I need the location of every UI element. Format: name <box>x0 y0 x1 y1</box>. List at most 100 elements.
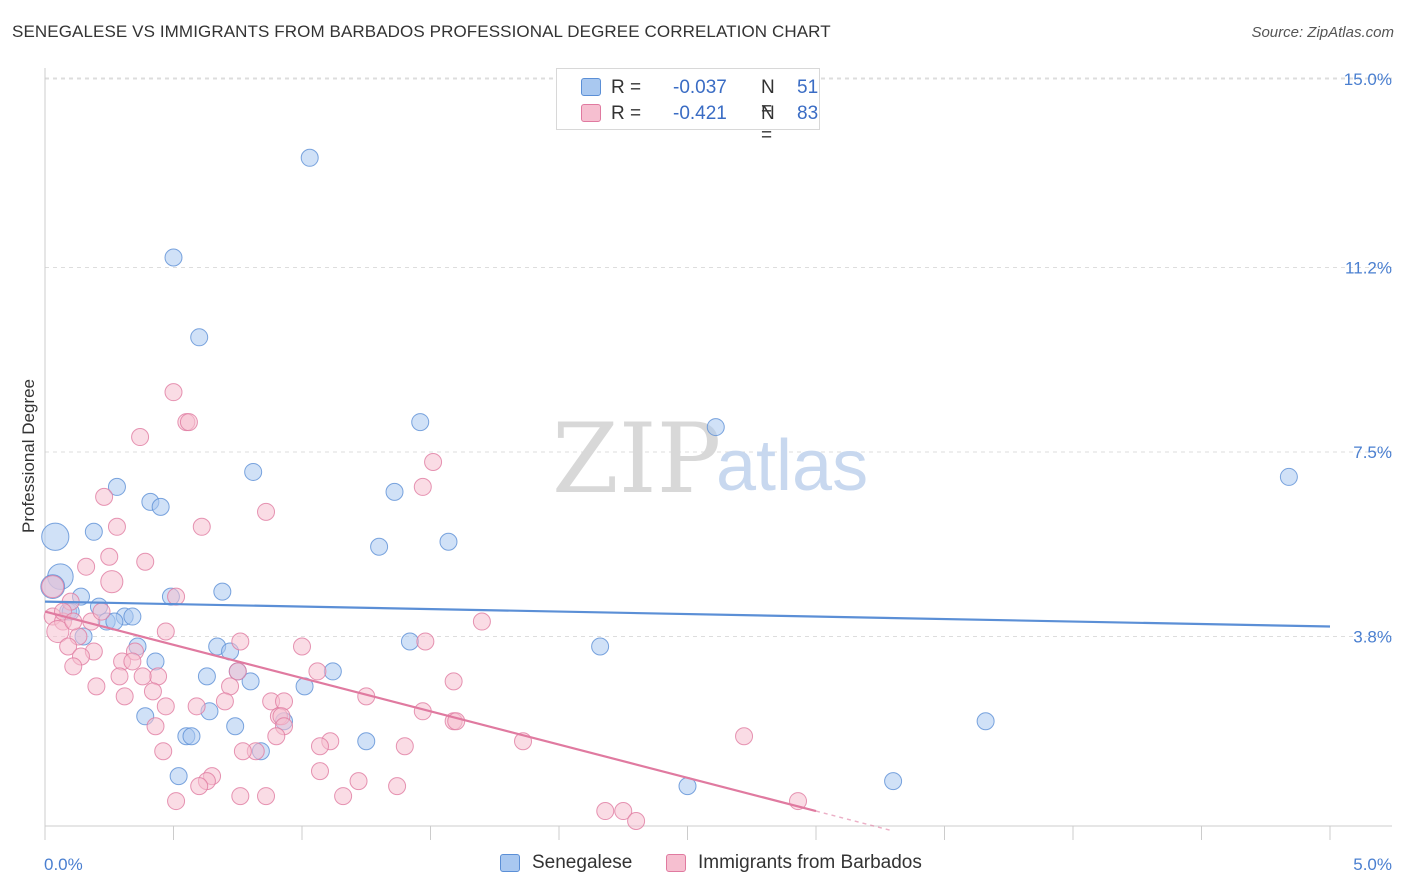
point-barbados <box>257 787 276 806</box>
y-tick-label: 15.0% <box>1344 70 1392 89</box>
point-barbados <box>115 687 134 706</box>
point-barbados <box>231 632 250 651</box>
series-label-senegalese: Senegalese <box>532 852 633 873</box>
point-barbados <box>614 802 633 821</box>
point-senegalese <box>1279 467 1298 486</box>
point-barbados <box>187 697 206 716</box>
source-credit: Source: ZipAtlas.com <box>1251 24 1394 41</box>
point-barbados <box>143 682 162 701</box>
point-barbados <box>308 662 327 681</box>
point-barbados <box>131 428 150 447</box>
point-barbados <box>395 737 414 756</box>
legend-n-label: N = <box>761 77 775 120</box>
legend-swatch-barbados <box>581 104 601 122</box>
trend-lines <box>44 600 1331 832</box>
point-barbados <box>100 547 119 566</box>
y-tick-label: 7.5% <box>1353 443 1392 462</box>
tick-labels: 3.8% 7.5% 11.2% 15.0% 0.0% 5.0% <box>44 70 1392 874</box>
point-senegalese <box>591 637 610 656</box>
watermark-atlas: atlas <box>716 426 868 506</box>
point-senegalese <box>213 582 232 601</box>
point-senegalese <box>84 522 103 541</box>
legend-n-value: 83 <box>797 103 819 124</box>
point-barbados <box>41 575 65 599</box>
legend-r-label: R = <box>611 77 642 98</box>
point-barbados <box>100 570 124 594</box>
data-points <box>40 148 1298 831</box>
point-barbados <box>215 692 234 711</box>
point-senegalese <box>706 418 725 437</box>
point-barbados <box>136 552 155 571</box>
point-senegalese <box>182 727 201 746</box>
chart-title: SENEGALESE VS IMMIGRANTS FROM BARBADOS P… <box>12 22 831 41</box>
point-barbados <box>192 517 211 536</box>
point-barbados <box>190 777 209 796</box>
point-barbados <box>92 602 111 621</box>
point-barbados <box>228 662 247 681</box>
point-barbados <box>146 717 165 736</box>
point-barbados <box>349 772 368 791</box>
point-barbados <box>156 622 175 641</box>
point-barbados <box>77 557 96 576</box>
point-barbados <box>257 502 276 521</box>
y-tick-label: 11.2% <box>1345 258 1392 277</box>
point-barbados <box>310 737 329 756</box>
series-swatch-senegalese <box>500 854 520 872</box>
point-barbados <box>596 802 615 821</box>
point-senegalese <box>151 497 170 516</box>
point-senegalese <box>976 712 995 731</box>
legend-r-label: R = <box>611 103 642 124</box>
point-barbados <box>133 667 152 686</box>
point-barbados <box>179 413 198 432</box>
x-tick-label: 5.0% <box>1353 855 1392 874</box>
point-barbados <box>149 667 168 686</box>
point-senegalese <box>357 732 376 751</box>
point-senegalese <box>385 482 404 501</box>
point-barbados <box>472 612 491 631</box>
trend-line-senegalese <box>44 600 1331 628</box>
axes <box>44 68 1392 840</box>
legend-swatch-senegalese <box>581 78 601 96</box>
point-barbados <box>388 777 407 796</box>
point-barbados <box>627 812 646 831</box>
trend-line-barbados <box>44 610 817 813</box>
point-senegalese <box>226 717 245 736</box>
point-senegalese <box>244 462 263 481</box>
point-senegalese <box>146 652 165 671</box>
point-barbados <box>231 787 250 806</box>
point-barbados <box>156 697 175 716</box>
point-senegalese <box>884 772 903 791</box>
point-barbados <box>233 742 252 761</box>
point-barbados <box>95 487 114 506</box>
point-barbados <box>267 727 286 746</box>
point-senegalese <box>197 667 216 686</box>
grid-lines <box>45 77 1392 638</box>
point-barbados <box>167 792 186 811</box>
point-senegalese <box>190 328 209 347</box>
point-barbados <box>59 637 78 656</box>
point-barbados <box>110 667 129 686</box>
point-barbados <box>334 787 353 806</box>
legend-r-value: -0.421 <box>673 103 727 124</box>
point-barbados <box>735 727 754 746</box>
point-senegalese <box>300 148 319 167</box>
point-barbados <box>293 637 311 656</box>
point-senegalese <box>164 248 183 267</box>
point-senegalese <box>370 537 389 556</box>
point-barbados <box>413 477 432 496</box>
point-barbados <box>123 652 142 671</box>
correlation-legend: R = -0.037 N = 51 R = -0.421 N = 83 <box>556 68 820 146</box>
point-barbados <box>221 677 240 696</box>
point-barbados <box>107 517 126 536</box>
x-tick-label: 0.0% <box>44 855 83 874</box>
point-senegalese <box>241 672 260 691</box>
point-senegalese <box>169 767 188 786</box>
legend-r-value: -0.037 <box>673 77 727 98</box>
point-senegalese <box>123 607 142 626</box>
point-senegalese <box>439 532 458 551</box>
trend-line-barbados-extension <box>815 810 894 832</box>
point-barbados <box>310 762 329 781</box>
legend-n-label: N = <box>761 103 775 146</box>
point-senegalese <box>400 632 419 651</box>
